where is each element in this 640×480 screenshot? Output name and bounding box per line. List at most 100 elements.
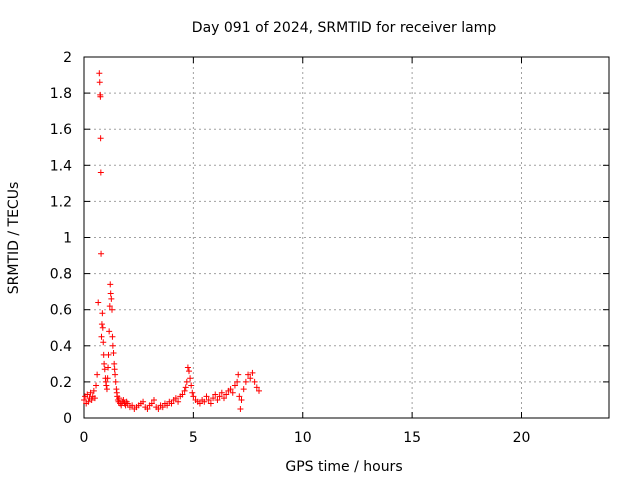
data-point [101, 366, 108, 373]
data-point [90, 387, 97, 394]
data-point [251, 378, 258, 385]
data-point [93, 382, 100, 389]
data-point [111, 360, 118, 367]
y-tick-label: 0.8 [50, 267, 72, 283]
data-point [227, 386, 234, 393]
x-tick-label: 15 [403, 430, 421, 446]
data-point [87, 389, 94, 396]
data-point [129, 402, 136, 409]
data-point [97, 169, 104, 176]
y-tick-label: 1 [63, 231, 72, 247]
data-point [106, 328, 113, 335]
data-point [124, 400, 131, 407]
data-point [99, 310, 106, 317]
data-point [164, 402, 171, 409]
data-point [100, 339, 107, 346]
data-point [236, 393, 243, 400]
data-point [103, 382, 110, 389]
data-point [190, 393, 197, 400]
data-point [98, 321, 105, 328]
y-tick-label: 1.4 [50, 158, 72, 174]
data-points [81, 70, 262, 412]
data-point [223, 391, 230, 398]
data-point [247, 375, 254, 382]
data-point [168, 400, 175, 407]
data-point [238, 396, 245, 403]
data-point [140, 398, 147, 405]
chart-title: Day 091 of 2024, SRMTID for receiver lam… [192, 20, 497, 36]
data-point [186, 368, 192, 375]
data-point [112, 371, 119, 378]
y-tick-label: 0.4 [50, 339, 72, 355]
x-axis-label: GPS time / hours [285, 459, 402, 475]
data-point [109, 333, 116, 340]
y-tick-labels: 0 0.2 0.4 0.6 0.8 1 1.2 1.4 1.6 1.8 2 [50, 50, 72, 427]
data-point [88, 396, 95, 403]
data-point [237, 405, 244, 412]
data-point [256, 387, 262, 394]
data-point [101, 360, 108, 367]
data-point [105, 351, 112, 358]
data-point [116, 395, 122, 402]
data-point [104, 375, 111, 382]
data-point [84, 391, 91, 398]
data-point [109, 306, 115, 313]
y-tick-label: 1.8 [50, 86, 72, 102]
plot-frame [83, 56, 610, 419]
grid-lines [84, 57, 609, 418]
y-tick-label: 0.6 [50, 303, 72, 319]
data-point [253, 384, 260, 391]
data-point [105, 364, 112, 371]
data-point [249, 369, 256, 376]
data-point [181, 387, 188, 394]
data-point [183, 378, 190, 385]
data-point [112, 378, 119, 385]
data-point [81, 396, 87, 403]
data-point [188, 382, 195, 389]
y-tick-label: 0.2 [50, 375, 72, 391]
data-point [182, 384, 189, 391]
data-point [106, 303, 113, 310]
data-point [189, 389, 196, 396]
data-point [107, 290, 114, 297]
data-point [107, 281, 114, 288]
data-point [234, 378, 241, 385]
data-point [196, 400, 203, 407]
data-point [111, 366, 118, 373]
data-point [155, 405, 162, 412]
y-tick-label: 1.6 [50, 122, 72, 138]
data-point [221, 395, 227, 402]
data-point [231, 382, 238, 389]
data-point [98, 333, 105, 340]
x-tick-label: 20 [513, 430, 531, 446]
data-point [144, 405, 151, 412]
data-point [242, 378, 249, 385]
data-point [110, 350, 117, 357]
data-point [218, 389, 225, 396]
data-point [235, 371, 242, 378]
x-tick-label: 0 [80, 430, 89, 446]
x-tick-label: 10 [294, 430, 312, 446]
data-point [85, 398, 92, 405]
data-point [91, 395, 98, 402]
data-point [96, 70, 103, 77]
data-point [98, 250, 105, 257]
x-tick-labels: 0 5 10 15 20 [80, 430, 531, 446]
data-point [187, 375, 194, 382]
data-point [203, 393, 210, 400]
data-point [205, 396, 212, 403]
data-point [214, 396, 221, 403]
data-point [216, 393, 223, 400]
data-point [97, 93, 104, 100]
data-point [172, 395, 179, 402]
data-point [103, 386, 110, 393]
y-tick-label: 2 [63, 50, 72, 66]
y-tick-label: 0 [63, 411, 72, 427]
data-point [159, 404, 166, 411]
data-point [148, 400, 155, 407]
x-tick-label: 5 [189, 430, 198, 446]
data-point [207, 400, 214, 407]
data-point [179, 391, 186, 398]
data-point [151, 396, 157, 403]
